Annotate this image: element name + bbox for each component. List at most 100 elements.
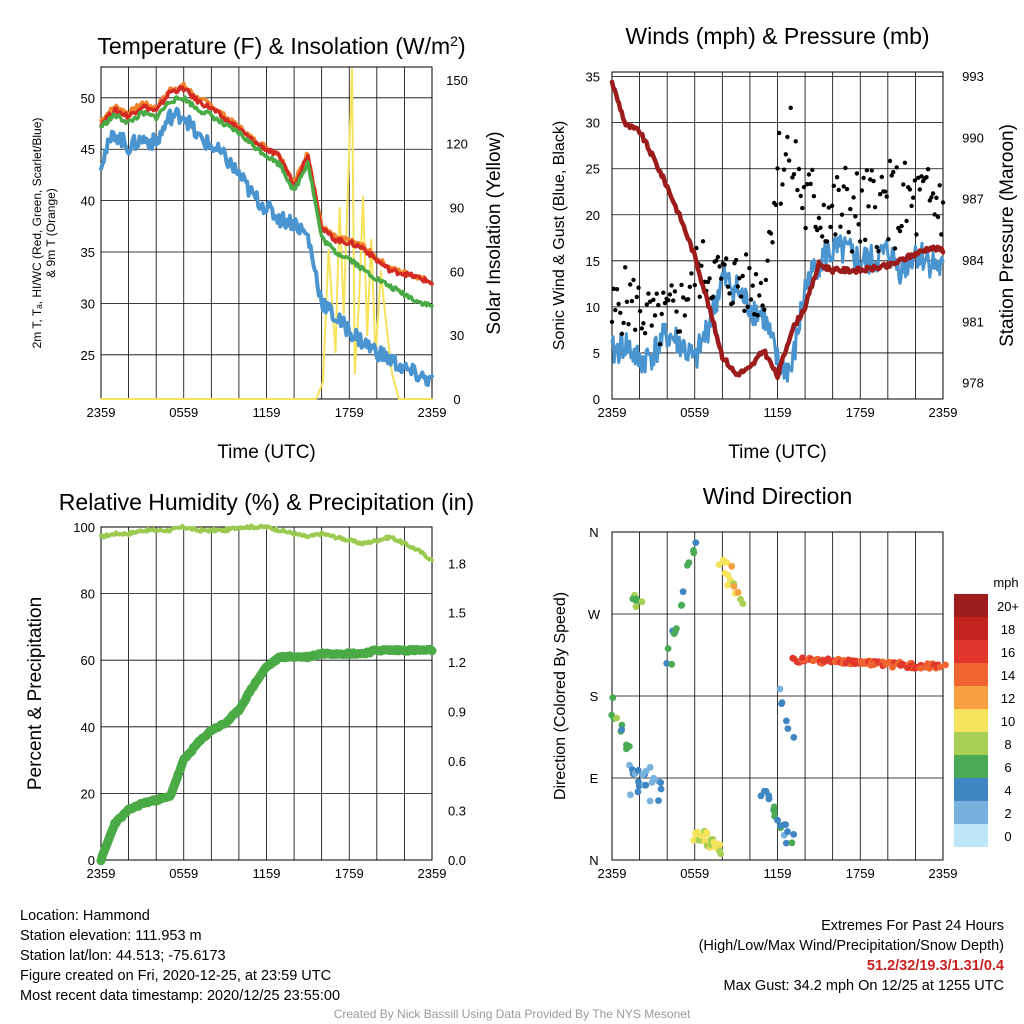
wdir-point — [677, 602, 685, 609]
temp-panel-xtick-label: 2359 — [87, 405, 116, 420]
gust-point — [667, 292, 673, 297]
gust-point — [747, 266, 752, 271]
gust-point — [821, 202, 826, 208]
gust-point — [796, 166, 802, 172]
wdir-point — [770, 807, 778, 815]
wdir-panel-xtick-label: 0559 — [680, 866, 709, 881]
gust-point — [644, 302, 649, 307]
wind-ytick-label: 30 — [586, 116, 600, 131]
gust-point — [760, 303, 765, 308]
gust-point — [661, 290, 666, 295]
colorbar-swatch — [954, 732, 988, 755]
gust-point — [935, 214, 941, 220]
wdir-point — [917, 664, 925, 672]
gust-point — [777, 130, 782, 136]
insolation-ytick-label: 150 — [446, 73, 468, 88]
rh-ytick-label: 20 — [81, 786, 95, 801]
wdir-panel-xtick-label: 2359 — [929, 866, 958, 881]
wdir-point — [664, 645, 672, 652]
wdir-point — [668, 660, 676, 668]
gust-point — [697, 294, 702, 299]
gust-point — [649, 323, 654, 328]
insolation-ytick-label: 90 — [450, 200, 464, 215]
extremes-values: 51.2/32/19.3/1.31/0.4 — [866, 958, 1004, 974]
colorbar-swatch — [954, 824, 988, 847]
insolation-ytick-label: 30 — [450, 328, 464, 343]
gust-point — [793, 139, 798, 144]
station-elevation: Station elevation: 111.953 m — [20, 928, 202, 944]
gust-point — [869, 168, 874, 173]
pressure-ytick-label: 990 — [962, 130, 984, 145]
colorbar-swatch — [954, 663, 988, 686]
gust-point — [907, 187, 913, 192]
wdir-point — [942, 661, 949, 669]
wdir-point — [739, 600, 747, 607]
gust-point — [637, 309, 643, 314]
max-gust: Max Gust: 34.2 mph On 12/25 at 1255 UTC — [723, 978, 1004, 994]
gust-point — [939, 232, 944, 237]
gust-point — [714, 258, 719, 263]
wind-title: Winds (mph) & Pressure (mb) — [625, 23, 929, 49]
gust-point — [841, 184, 846, 189]
gust-point — [613, 307, 618, 313]
rh-panel-xtick-label: 2359 — [87, 866, 116, 881]
wdir-point — [646, 797, 654, 805]
gust-point — [891, 169, 896, 175]
gust-point — [800, 205, 805, 211]
extremes-legend: (High/Low/Max Wind/Precipitation/Snow De… — [698, 938, 1004, 954]
gust-point — [932, 212, 937, 217]
gust-point — [659, 311, 664, 317]
wind-ytick-label: 10 — [586, 300, 600, 315]
wind-ytick-label: 15 — [586, 254, 600, 269]
wdir-point — [635, 782, 643, 790]
temp-ytick-label: 50 — [81, 91, 95, 106]
wdir-ytick-label: N — [589, 525, 598, 540]
gust-point — [614, 287, 620, 292]
gust-point — [858, 239, 863, 244]
gust-point — [725, 284, 731, 289]
precip-ytick-label: 0.6 — [448, 754, 466, 769]
temp-ylabel-2: & 9m T (Orange) — [44, 188, 58, 278]
gust-point — [851, 195, 856, 200]
wdir-point — [788, 839, 796, 847]
insolation-line — [100, 68, 433, 400]
colorbar-swatch — [954, 778, 988, 801]
gust-point — [682, 313, 687, 318]
insolation-ytick-label: 120 — [446, 137, 468, 152]
gust-point — [877, 192, 883, 197]
wdir-point — [723, 559, 731, 566]
gust-point — [666, 298, 671, 303]
gust-point — [879, 174, 884, 180]
gust-point — [765, 258, 770, 263]
wdir-point — [618, 721, 626, 729]
gust-point — [654, 291, 659, 296]
gust-point — [623, 265, 628, 270]
wind-ytick-label: 20 — [586, 208, 600, 223]
gust-point — [849, 249, 855, 254]
gust-point — [641, 321, 646, 326]
wdir-point — [685, 559, 693, 567]
wind-series-blue — [610, 234, 945, 383]
gust-point — [745, 304, 750, 309]
gust-point — [834, 175, 840, 180]
colorbar-label: 0 — [1004, 829, 1011, 844]
gust-point — [788, 105, 793, 111]
colorbar-label: 12 — [1001, 691, 1015, 706]
wdir-point — [648, 778, 656, 786]
gust-point — [930, 191, 936, 196]
colorbar-swatch — [954, 709, 988, 732]
gust-point — [656, 302, 661, 308]
gust-point — [717, 264, 722, 269]
gust-point — [636, 285, 641, 290]
wdir-point — [715, 561, 723, 568]
wind-panel-xtick-label: 2359 — [929, 405, 958, 420]
wdir-point — [784, 828, 791, 836]
colorbar-label: 4 — [1004, 783, 1011, 798]
gust-point — [780, 182, 785, 187]
temp-series-blue — [99, 106, 434, 387]
wdir-point — [782, 839, 790, 847]
rh-title: Relative Humidity (%) & Precipitation (i… — [59, 489, 474, 515]
gust-point — [916, 175, 921, 180]
gust-point — [770, 240, 775, 245]
gust-point — [642, 331, 648, 336]
